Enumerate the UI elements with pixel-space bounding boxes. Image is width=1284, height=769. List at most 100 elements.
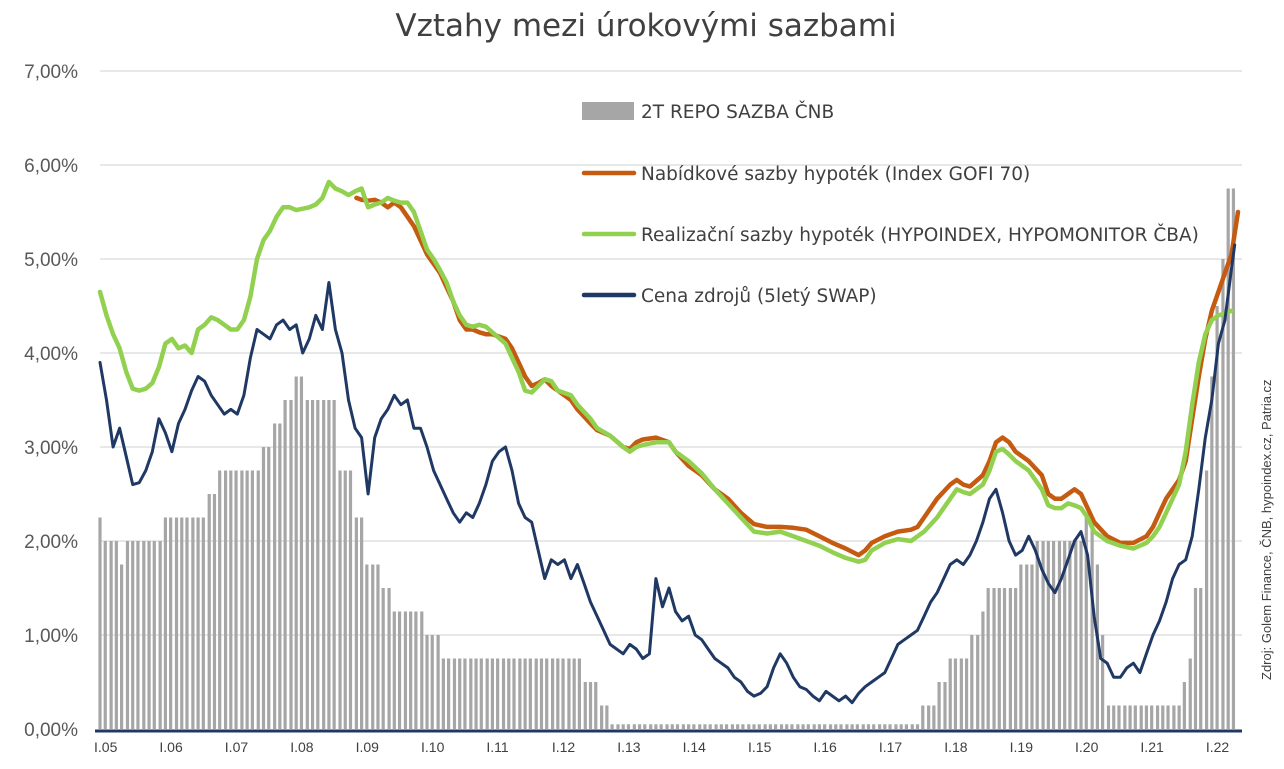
repo-rate-bar [322,400,326,729]
repo-rate-bar [273,423,277,729]
repo-rate-bar [632,724,636,729]
repo-rate-bar [1133,705,1137,729]
repo-rate-bar [992,588,996,729]
repo-rate-bar [1188,658,1192,729]
repo-rate-bar [403,611,408,729]
repo-rate-bar [681,724,685,729]
repo-rate-bar [392,611,396,729]
repo-rate-bar [626,724,631,729]
repo-rate-bar [1177,705,1181,729]
repo-rate-bar [768,724,772,729]
repo-rate-bar [910,724,914,729]
repo-rate-bar [152,541,156,729]
repo-rate-bar [550,658,555,729]
y-tick-label: 1,00% [24,626,78,647]
repo-rate-bar [828,724,833,729]
repo-rate-bar [600,705,604,729]
series-line-3 [98,243,1237,705]
repo-rate-bar [1112,705,1116,729]
repo-rate-bar [114,541,118,729]
repo-rate-bar [1046,541,1050,729]
x-tick-label: I.05 [94,739,118,755]
repo-rate-bar [289,400,293,729]
repo-rate-bar [708,724,712,729]
repo-rate-bar [1231,188,1236,729]
repo-rate-bar [1199,588,1203,729]
repo-rate-bar [850,724,854,729]
repo-rate-bar [757,724,761,729]
repo-rate-bar [1193,588,1198,729]
repo-rate-bar [376,564,380,729]
repo-rate-bar [883,724,887,729]
y-tick-label: 6,00% [24,156,78,177]
repo-rate-bar [360,517,364,729]
repo-rate-bar [1008,588,1012,729]
x-tick-label: I.13 [617,739,641,755]
repo-rate-bar [921,705,925,729]
repo-rate-bar [354,517,358,729]
legend-label: 2T REPO SAZBA ČNB [641,101,834,123]
repo-rate-bar [1150,705,1154,729]
repo-rate-bar [1057,541,1062,729]
x-tick-label: I.15 [748,739,772,755]
repo-rate-bar [915,724,920,729]
repo-rate-bar [730,724,735,729]
x-tick-label: I.10 [421,739,445,755]
repo-rate-bar [774,724,778,729]
repo-rate-bar [229,470,233,729]
repo-rate-bar [665,724,669,729]
repo-rate-bar [223,470,228,729]
x-tick-label: I.12 [552,739,576,755]
x-tick-label: I.18 [944,739,968,755]
repo-rate-bar [855,724,859,729]
repo-rate-bar [1106,705,1111,729]
repo-rate-bar [185,517,189,729]
repo-rate-bar [621,724,625,729]
repo-rate-bar [1172,705,1176,729]
repo-rate-bar [207,494,211,729]
repo-rate-bar [409,611,413,729]
repo-rate-bar [1051,541,1056,729]
repo-rate-bar [191,517,195,729]
legend: 2T REPO SAZBA ČNB Nabídkové sazby hypoték… [581,101,1199,307]
repo-rate-bar [976,635,980,729]
repo-rate-bar [299,376,304,729]
repo-rate-bar [845,724,849,729]
repo-rate-bar [654,724,658,729]
repo-rate-bar [872,724,876,729]
repo-rate-bar [463,658,467,729]
repo-rate-bar [436,635,440,729]
repo-rate-bar [894,724,898,729]
repo-rate-bar [310,400,315,729]
repo-rate-bar [1002,588,1007,729]
repo-rate-bar [387,588,391,729]
repo-rate-bar [430,635,434,729]
repo-rate-bar [163,517,168,729]
repo-rate-bar [245,470,249,729]
repo-rate-bar [927,705,931,729]
repo-rate-bar [812,724,816,729]
x-tick-label: I.07 [225,739,249,755]
repo-rate-bar [588,682,593,729]
repo-rate-bar [937,682,941,729]
y-tick-label: 5,00% [24,250,78,271]
repo-rate-bar [796,724,800,729]
repo-rate-bar [174,517,179,729]
x-tick-label: I.06 [159,739,183,755]
repo-rate-bar [1025,564,1029,729]
x-tick-label: I.16 [813,739,837,755]
source-note: Zdroj: Golem Finance, ČNB, hypoindex.cz,… [1259,379,1274,680]
repo-rate-bar [103,541,107,729]
x-tick-label: I.22 [1206,739,1230,755]
repo-rate-bar [119,564,124,729]
legend-label: Nabídkové sazby hypoték (Index GOFI 70) [641,164,1030,185]
repo-rate-bar [1166,705,1170,729]
repo-rate-bar [1117,705,1121,729]
repo-rate-bar [256,470,260,729]
y-axis-labels: 7,00% 6,00% 5,00% 4,00% 3,00% 2,00% 1,00% 0,00% [24,62,78,741]
repo-rate-bar [316,400,320,729]
repo-rate-bar [981,611,985,729]
repo-rate-bar [414,611,418,729]
repo-rate-bar [371,564,375,729]
repo-rate-bar [545,658,549,729]
